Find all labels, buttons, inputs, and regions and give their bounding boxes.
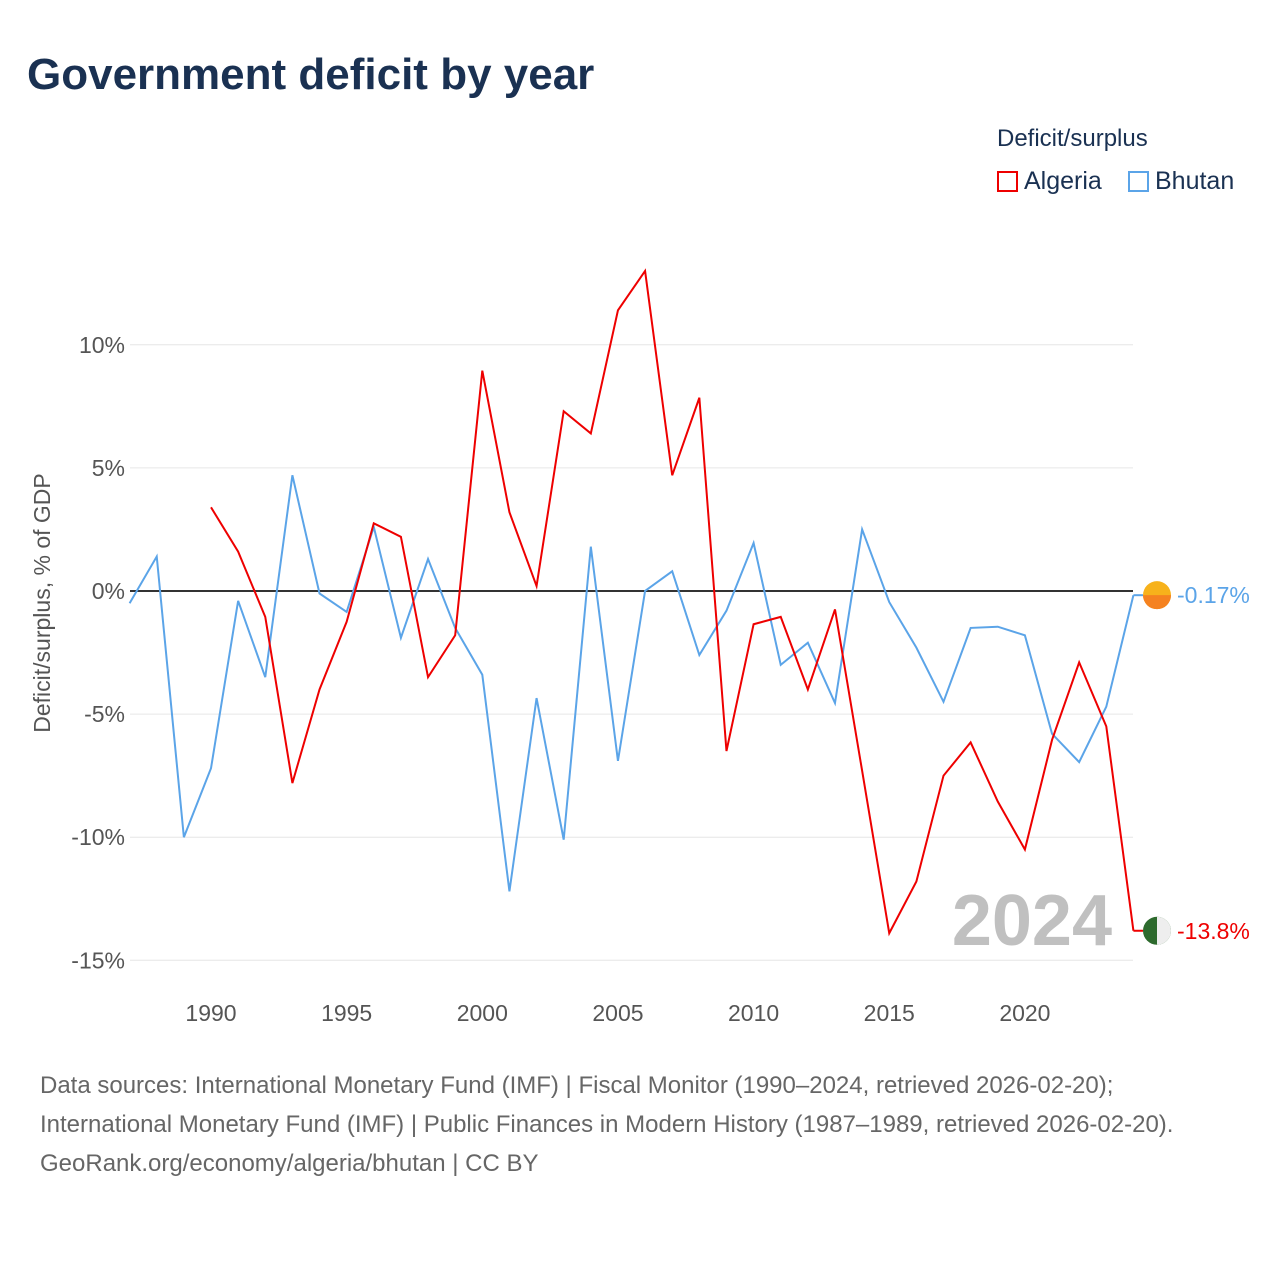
legend-item-algeria[interactable]: Algeria (997, 167, 1102, 196)
x-tick-label: 2020 (999, 1000, 1050, 1026)
footer: Data sources: International Monetary Fun… (40, 1066, 1240, 1183)
data-sources: Data sources: International Monetary Fun… (40, 1072, 1174, 1138)
y-tick-label: -15% (71, 947, 125, 973)
x-tick-label: 1995 (321, 1000, 372, 1026)
series-line-algeria (210, 268, 1135, 937)
legend-item-bhutan[interactable]: Bhutan (1128, 167, 1234, 196)
y-tick-label: 5% (92, 455, 125, 481)
legend-title: Deficit/surplus (997, 125, 1148, 152)
x-tick-label: 2005 (592, 1000, 643, 1026)
y-tick-label: -10% (71, 824, 125, 850)
x-tick-label: 2015 (864, 1000, 915, 1026)
x-tick-label: 2010 (728, 1000, 779, 1026)
legend-label: Algeria (1024, 167, 1102, 195)
y-tick-label: 10% (79, 332, 125, 358)
credit-link[interactable]: GeoRank.org/economy/algeria/bhutan | CC … (40, 1150, 539, 1177)
end-value-label: -0.17% (1177, 582, 1250, 608)
end-value-label: -13.8% (1177, 918, 1250, 944)
x-tick-label: 2000 (457, 1000, 508, 1026)
year-label: 2024 (952, 881, 1112, 961)
legend-label: Bhutan (1155, 167, 1235, 195)
legend-swatch-bhutan (1128, 171, 1149, 192)
y-tick-label: -5% (84, 701, 125, 727)
flag-half (1143, 595, 1171, 610)
line-chart: 10% 5% 0% -5% -10% -15% 1990 1995 2000 2005 2010 20… (29, 268, 1250, 1026)
y-axis-label: Deficit/surplus, % of GDP (29, 473, 55, 732)
series-line-bhutan (128, 475, 1135, 892)
flag-half (1157, 916, 1171, 945)
page-title: Government deficit by year (27, 50, 595, 99)
legend-swatch-algeria (997, 171, 1018, 192)
x-tick-label: 1990 (185, 1000, 236, 1026)
y-tick-label: 0% (92, 578, 125, 604)
